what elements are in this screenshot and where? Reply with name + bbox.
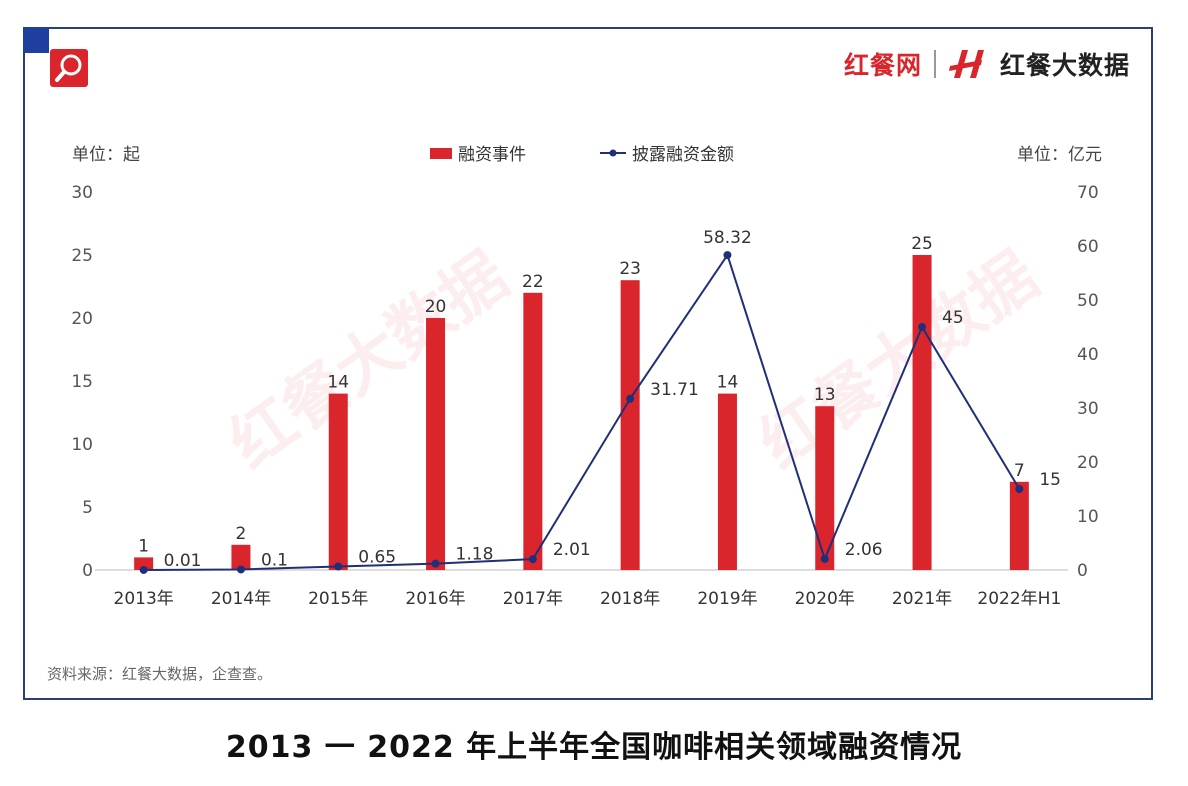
bar (231, 544, 251, 570)
magnifier-glyph (55, 54, 82, 82)
line-series: 0.01 0.1 0.65 1.18 2.01 31.71 58.32 2.06 45 15 (139, 228, 1061, 574)
x-axis-tick: 2015年 (308, 589, 368, 609)
brand-logo: 红餐网 红餐大数据 (844, 44, 1130, 84)
bar-value-label: 14 (717, 373, 739, 393)
legend-line-label: 披露融资金额 (632, 145, 734, 165)
line-point (528, 555, 537, 564)
line-value-label: 45 (942, 308, 964, 328)
line-value-label: 2.01 (553, 540, 591, 560)
bar-value-label: 13 (814, 385, 836, 405)
brand-h-icon (948, 50, 984, 78)
x-axis-tick: 2019年 (697, 589, 757, 609)
axis-units: 单位：起 单位：亿元 (72, 145, 1102, 165)
right-axis: 0 10 20 30 40 50 60 70 (1077, 183, 1099, 581)
bar-value-label: 14 (327, 373, 349, 393)
bar-value-label: 7 (1014, 461, 1025, 481)
brand-subbrand: 红餐大数据 (999, 51, 1130, 80)
left-axis-tick: 30 (71, 183, 93, 203)
right-axis-tick: 40 (1077, 345, 1099, 365)
bar-value-label: 23 (619, 259, 641, 279)
left-axis-tick: 0 (82, 561, 93, 581)
search-icon (50, 49, 88, 87)
left-axis-tick: 10 (71, 435, 93, 455)
line-point (626, 394, 635, 403)
left-axis-tick: 25 (71, 246, 93, 266)
bar (1009, 481, 1029, 570)
x-axis-tick: 2016年 (405, 589, 465, 609)
chart-caption: 2013 一 2022 年上半年全国咖啡相关领域融资情况 (225, 730, 963, 765)
left-axis-tick: 5 (82, 498, 93, 518)
right-axis-tick: 0 (1077, 561, 1088, 581)
legend-line-marker (609, 149, 617, 157)
bar-value-label: 22 (522, 272, 544, 292)
x-axis: 2013年 2014年 2015年 2016年 2017年 2018年 2019年 2020年… (114, 589, 1062, 609)
line-point (918, 323, 927, 331)
line-point (236, 565, 245, 574)
bar (134, 557, 154, 570)
bar (426, 318, 446, 570)
x-axis-tick: 2018年 (600, 589, 660, 609)
left-axis-unit: 单位：起 (72, 145, 140, 165)
bar-value-label: 2 (236, 524, 247, 544)
bar (717, 393, 737, 570)
left-axis: 0 5 10 15 20 25 30 (71, 183, 93, 581)
right-axis-tick: 70 (1077, 183, 1099, 203)
legend-bar-swatch (430, 148, 452, 159)
bar (815, 406, 835, 570)
x-axis-tick: 2014年 (211, 589, 271, 609)
line-point (334, 562, 343, 571)
line-value-label: 58.32 (703, 228, 752, 248)
financing-chart: 红餐大数据 红餐大数据 单位：起 单位：亿元 融资事件 披露融资金额 05101520… (71, 145, 1102, 609)
bar-value-label: 1 (138, 536, 149, 556)
line-point (1015, 485, 1024, 493)
bar (523, 292, 543, 570)
left-axis-tick: 20 (71, 309, 93, 329)
brand-name: 红餐网 (843, 51, 922, 80)
right-axis-tick: 20 (1077, 453, 1099, 473)
line-point (723, 251, 732, 260)
right-axis-tick: 50 (1077, 291, 1099, 311)
bar (620, 280, 640, 570)
right-axis-tick: 30 (1077, 399, 1099, 419)
x-axis-tick: 2013年 (114, 589, 174, 609)
right-axis-tick: 60 (1077, 237, 1099, 257)
watermark-text: 红餐大数据 (747, 239, 1052, 483)
line-point (431, 559, 440, 568)
right-axis-unit: 单位：亿元 (1017, 145, 1102, 165)
line-value-label: 2.06 (845, 540, 883, 560)
line-point (820, 554, 829, 563)
x-axis-tick: 2017年 (503, 589, 563, 609)
x-axis-tick: 2020年 (795, 589, 855, 609)
x-axis-tick: 2022年H1 (977, 589, 1061, 609)
data-source: 资料来源：红餐大数据，企查查。 (47, 665, 273, 683)
chart-legend: 融资事件 披露融资金额 (430, 145, 734, 165)
bar-series: 1 2 14 20 22 23 14 13 25 7 (134, 234, 1029, 570)
brand-divider (933, 50, 936, 78)
x-axis-tick: 2021年 (892, 589, 952, 609)
line-value-label: 0.01 (164, 551, 202, 571)
bar-value-label: 25 (911, 234, 933, 254)
line-value-label: 15 (1039, 470, 1061, 490)
left-axis-tick: 15 (71, 372, 93, 392)
line-value-label: 31.71 (650, 380, 699, 400)
line-point (139, 565, 148, 574)
bar (912, 255, 932, 570)
line-value-label: 0.1 (261, 550, 288, 570)
line-value-label: 0.65 (358, 547, 396, 567)
line-path (143, 252, 1021, 571)
bar (328, 393, 348, 570)
line-value-label: 1.18 (456, 545, 494, 565)
right-axis-tick: 10 (1077, 507, 1099, 527)
corner-accent (23, 27, 49, 53)
bar-value-label: 20 (425, 297, 447, 317)
chart-frame (23, 27, 1153, 700)
legend-bar-label: 融资事件 (458, 145, 526, 165)
watermark-text: 红餐大数据 (217, 239, 522, 483)
